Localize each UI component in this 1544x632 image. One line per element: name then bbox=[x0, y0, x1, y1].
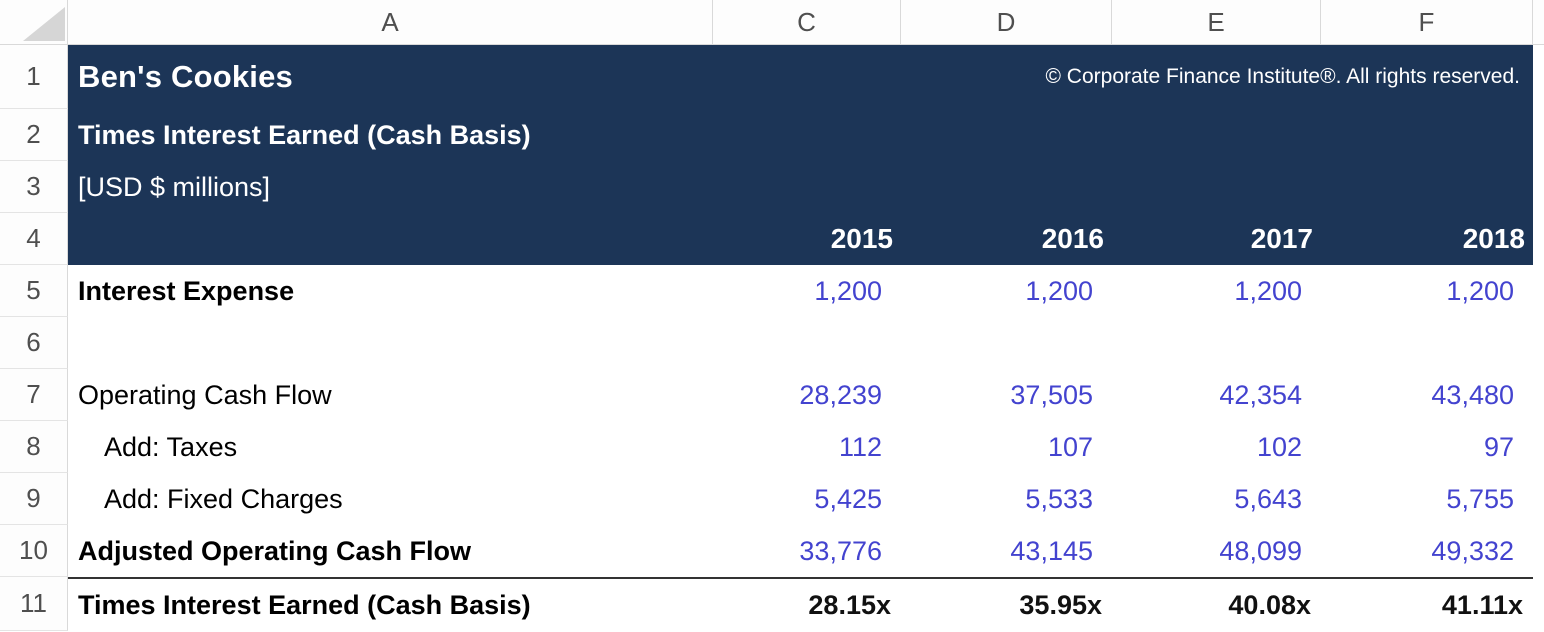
add-fixed-charges-2015[interactable]: 5,425 bbox=[814, 483, 882, 514]
company-name: Ben's Cookies bbox=[78, 59, 293, 94]
row-11: 11 Times Interest Earned (Cash Basis) 28… bbox=[0, 577, 1544, 631]
adjusted-ocf-2018[interactable]: 49,332 bbox=[1431, 535, 1514, 566]
row-header-2[interactable]: 2 bbox=[0, 109, 68, 161]
tie-ratio-row: Times Interest Earned (Cash Basis) 28.15… bbox=[68, 577, 1533, 631]
row-header-11[interactable]: 11 bbox=[0, 577, 68, 631]
select-all-triangle-icon bbox=[23, 7, 65, 41]
column-header-gutter bbox=[1533, 0, 1544, 45]
add-fixed-charges-2018[interactable]: 5,755 bbox=[1446, 483, 1514, 514]
row-9: 9 Add: Fixed Charges 5,425 5,533 5,643 5… bbox=[0, 473, 1544, 525]
column-header-row: A C D E F bbox=[0, 0, 1544, 45]
row-6: 6 bbox=[0, 317, 1544, 369]
years-spacer-cell[interactable] bbox=[68, 213, 713, 265]
row-5: 5 Interest Expense 1,200 1,200 1,200 1,2… bbox=[0, 265, 1544, 317]
column-header-f[interactable]: F bbox=[1321, 0, 1533, 45]
interest-expense-2018[interactable]: 1,200 bbox=[1446, 275, 1514, 306]
row-7: 7 Operating Cash Flow 28,239 37,505 42,3… bbox=[0, 369, 1544, 421]
add-taxes-label[interactable]: Add: Taxes bbox=[104, 431, 238, 462]
adjusted-ocf-2017[interactable]: 48,099 bbox=[1219, 535, 1302, 566]
empty-cell[interactable] bbox=[68, 317, 713, 369]
interest-expense-label[interactable]: Interest Expense bbox=[78, 275, 295, 306]
operating-cash-flow-label[interactable]: Operating Cash Flow bbox=[78, 379, 332, 410]
interest-expense-2016[interactable]: 1,200 bbox=[1025, 275, 1093, 306]
adjusted-ocf-label[interactable]: Adjusted Operating Cash Flow bbox=[78, 535, 472, 566]
empty-cell[interactable] bbox=[1112, 317, 1321, 369]
operating-cash-flow-2016[interactable]: 37,505 bbox=[1010, 379, 1093, 410]
row-10: 10 Adjusted Operating Cash Flow 33,776 4… bbox=[0, 525, 1544, 577]
select-all-corner[interactable] bbox=[0, 0, 68, 45]
column-header-a[interactable]: A bbox=[68, 0, 713, 45]
add-fixed-charges-label[interactable]: Add: Fixed Charges bbox=[104, 483, 343, 514]
row-header-4[interactable]: 4 bbox=[0, 213, 68, 265]
interest-expense-2015[interactable]: 1,200 bbox=[814, 275, 882, 306]
units-cell[interactable]: [USD $ millions] bbox=[68, 161, 1533, 213]
year-2015-cell[interactable]: 2015 bbox=[830, 223, 893, 254]
empty-cell[interactable] bbox=[1321, 317, 1533, 369]
column-header-d[interactable]: D bbox=[901, 0, 1112, 45]
column-header-c[interactable]: C bbox=[713, 0, 901, 45]
years-row: 2015 2016 2017 2018 bbox=[68, 213, 1533, 265]
schedule-title-cell[interactable]: Times Interest Earned (Cash Basis) bbox=[68, 109, 1533, 161]
tie-ratio-2018[interactable]: 41.11x bbox=[1441, 589, 1523, 620]
column-header-e[interactable]: E bbox=[1112, 0, 1321, 45]
interest-expense-row: Interest Expense 1,200 1,200 1,200 1,200 bbox=[68, 265, 1533, 317]
add-taxes-2015[interactable]: 112 bbox=[838, 431, 882, 462]
add-taxes-2016[interactable]: 107 bbox=[1047, 431, 1093, 462]
operating-cash-flow-2017[interactable]: 42,354 bbox=[1219, 379, 1302, 410]
year-2018-cell[interactable]: 2018 bbox=[1462, 223, 1525, 254]
row-8: 8 Add: Taxes 112 107 102 97 bbox=[0, 421, 1544, 473]
add-fixed-charges-2016[interactable]: 5,533 bbox=[1025, 483, 1093, 514]
empty-cell[interactable] bbox=[901, 317, 1112, 369]
interest-expense-2017[interactable]: 1,200 bbox=[1234, 275, 1302, 306]
empty-cell[interactable] bbox=[713, 317, 901, 369]
row-header-3[interactable]: 3 bbox=[0, 161, 68, 213]
adjusted-ocf-row: Adjusted Operating Cash Flow 33,776 43,1… bbox=[68, 525, 1533, 577]
row-header-7[interactable]: 7 bbox=[0, 369, 68, 421]
tie-ratio-2017[interactable]: 40.08x bbox=[1228, 589, 1311, 620]
tie-ratio-2015[interactable]: 28.15x bbox=[808, 589, 891, 620]
operating-cash-flow-2018[interactable]: 43,480 bbox=[1431, 379, 1514, 410]
row-2: 2 Times Interest Earned (Cash Basis) bbox=[0, 109, 1544, 161]
add-fixed-charges-2017[interactable]: 5,643 bbox=[1234, 483, 1302, 514]
row-header-1[interactable]: 1 bbox=[0, 45, 68, 109]
adjusted-ocf-2015[interactable]: 33,776 bbox=[799, 535, 882, 566]
row-header-10[interactable]: 10 bbox=[0, 525, 68, 577]
adjusted-ocf-2016[interactable]: 43,145 bbox=[1010, 535, 1093, 566]
row-header-9[interactable]: 9 bbox=[0, 473, 68, 525]
empty-row[interactable] bbox=[68, 317, 1533, 369]
add-taxes-2018[interactable]: 97 bbox=[1483, 431, 1514, 462]
operating-cash-flow-row: Operating Cash Flow 28,239 37,505 42,354… bbox=[68, 369, 1533, 421]
add-taxes-2017[interactable]: 102 bbox=[1256, 431, 1302, 462]
row-header-8[interactable]: 8 bbox=[0, 421, 68, 473]
tie-ratio-2016[interactable]: 35.95x bbox=[1019, 589, 1102, 620]
company-title-cell[interactable]: Ben's Cookies © Corporate Finance Instit… bbox=[68, 45, 1533, 109]
add-fixed-charges-row: Add: Fixed Charges 5,425 5,533 5,643 5,7… bbox=[68, 473, 1533, 525]
copyright-text: © Corporate Finance Institute®. All righ… bbox=[1045, 65, 1521, 88]
row-1: 1 Ben's Cookies © Corporate Finance Inst… bbox=[0, 45, 1544, 109]
row-3: 3 [USD $ millions] bbox=[0, 161, 1544, 213]
year-2016-cell[interactable]: 2016 bbox=[1041, 223, 1104, 254]
row-header-6[interactable]: 6 bbox=[0, 317, 68, 369]
tie-ratio-label[interactable]: Times Interest Earned (Cash Basis) bbox=[78, 589, 531, 620]
add-taxes-row: Add: Taxes 112 107 102 97 bbox=[68, 421, 1533, 473]
operating-cash-flow-2015[interactable]: 28,239 bbox=[799, 379, 882, 410]
year-2017-cell[interactable]: 2017 bbox=[1250, 223, 1313, 254]
row-header-5[interactable]: 5 bbox=[0, 265, 68, 317]
row-4: 4 2015 2016 2017 2018 bbox=[0, 213, 1544, 265]
